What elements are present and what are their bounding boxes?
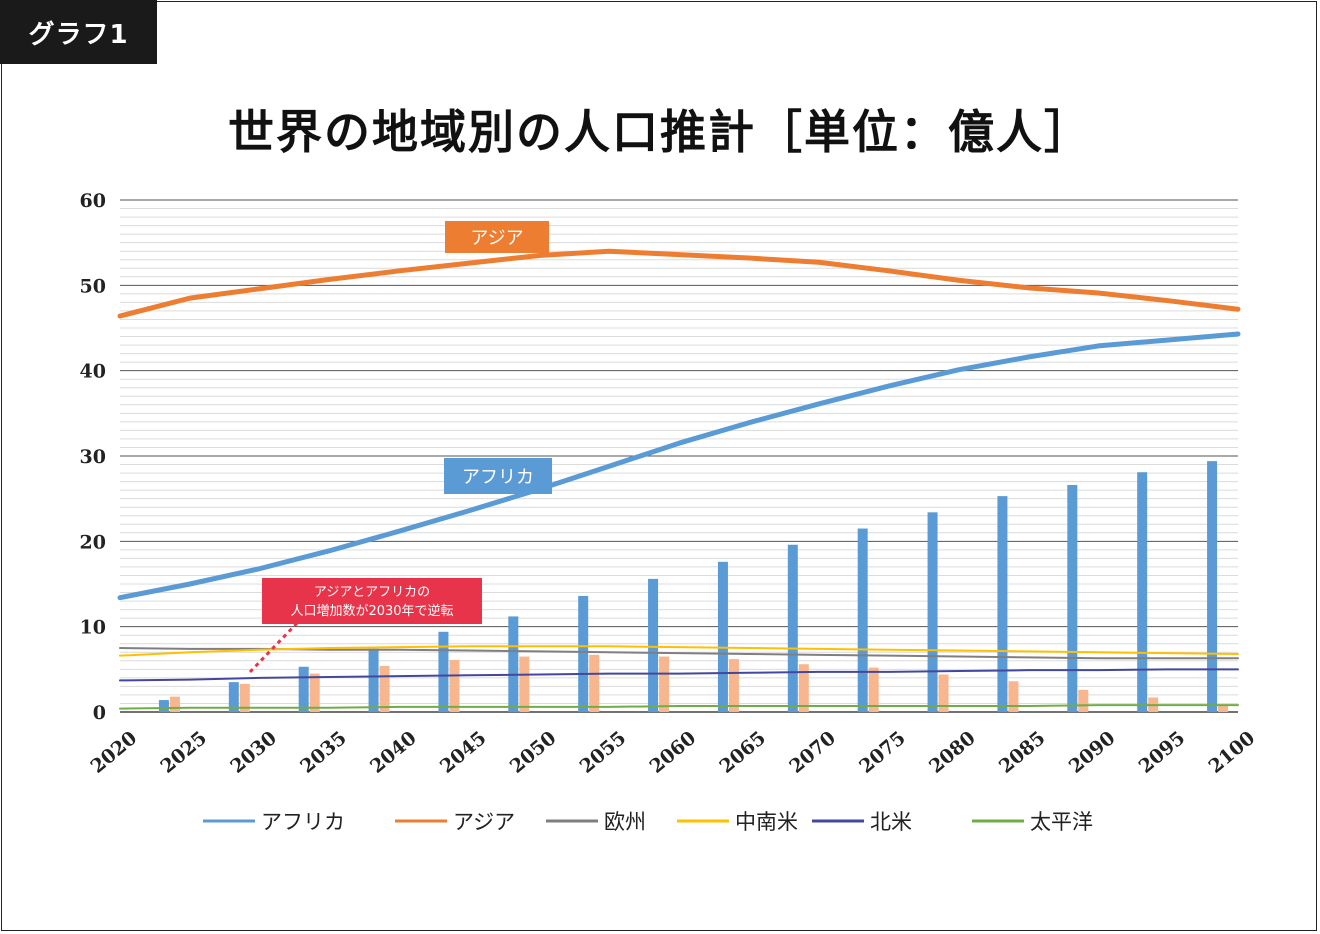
increase-bars: [158, 461, 1229, 712]
increase-bar: [717, 561, 728, 712]
increase-bar: [578, 595, 589, 712]
legend-label: アジア: [453, 810, 515, 834]
africa-label: アフリカ: [462, 467, 534, 488]
x-tick-label: 2075: [855, 727, 910, 778]
increase-bar: [508, 616, 519, 712]
increase-bar: [239, 683, 250, 712]
increase-bar: [298, 666, 309, 712]
x-tick-label: 2025: [156, 727, 211, 778]
note-line-2: 人口増加数が2030年で逆転: [290, 603, 453, 619]
series-line: [117, 331, 1241, 601]
legend-label: アフリカ: [261, 810, 345, 834]
increase-bar: [1218, 706, 1229, 712]
increase-bar: [938, 674, 949, 712]
africa-label-box: アフリカ: [444, 458, 552, 494]
increase-bar: [1137, 472, 1148, 712]
increase-bar: [728, 659, 739, 712]
increase-bar: [158, 700, 169, 712]
increase-bar: [1008, 681, 1019, 712]
series-line: [119, 704, 1239, 710]
y-tick-label: 10: [80, 617, 106, 639]
increase-bar: [169, 696, 180, 712]
chart-title: 世界の地域別の人口推計［単位：億人］: [228, 105, 1092, 159]
x-tick-label: 2030: [226, 727, 281, 778]
asia-label-box: アジア: [445, 221, 549, 253]
increase-bar: [798, 664, 809, 712]
increase-bar: [1207, 461, 1218, 712]
legend-label: 欧州: [604, 810, 646, 834]
x-tick-label: 2035: [296, 727, 351, 778]
increase-bar: [309, 673, 320, 712]
increase-bar: [648, 578, 659, 712]
increase-bar: [787, 544, 798, 712]
y-tick-label: 40: [80, 361, 106, 383]
x-tick-label: 2060: [646, 727, 701, 778]
x-tick-label: 2020: [87, 727, 142, 778]
note-box: [262, 578, 482, 624]
y-tick-label: 0: [93, 702, 106, 724]
increase-bar: [1078, 689, 1089, 712]
crossover-note: アジアとアフリカの 人口増加数が2030年で逆転: [248, 578, 482, 674]
increase-bar: [368, 648, 379, 712]
increase-bar: [1067, 485, 1078, 712]
x-tick-label: 2050: [506, 727, 561, 778]
increase-bar: [997, 496, 1008, 712]
x-tick-label: 2055: [576, 727, 631, 778]
increase-bar: [868, 667, 879, 712]
series-line: [119, 668, 1239, 682]
legend-label: 太平洋: [1030, 810, 1093, 834]
series-line: [119, 645, 1239, 657]
x-tick-label: 2085: [995, 727, 1050, 778]
x-tick-label: 2040: [366, 727, 421, 778]
increase-bar: [659, 656, 670, 712]
x-tick-label: 2045: [436, 727, 491, 778]
legend: アフリカ アジア 欧州 中南米 北米 太平洋: [203, 810, 1093, 834]
legend-label: 中南米: [735, 810, 798, 834]
increase-bar: [589, 654, 600, 712]
note-pointer: [248, 618, 302, 674]
y-axis-ticks: 0 10 20 30 40 50 60: [80, 190, 106, 724]
series-line: [117, 248, 1241, 319]
x-tick-label: 2090: [1065, 727, 1120, 778]
asia-label: アジア: [470, 228, 523, 249]
increase-bar: [438, 631, 449, 712]
x-tick-label: 2080: [925, 727, 980, 778]
increase-bar: [927, 512, 938, 712]
y-tick-label: 30: [80, 446, 106, 468]
x-tick-label: 2100: [1205, 727, 1260, 778]
series-lines: [117, 248, 1241, 710]
y-tick-label: 20: [80, 531, 106, 553]
increase-bar: [857, 528, 868, 712]
note-line-1: アジアとアフリカの: [314, 585, 430, 600]
y-tick-label: 60: [80, 190, 106, 212]
increase-bar: [449, 659, 460, 712]
x-tick-label: 2095: [1135, 727, 1190, 778]
increase-bar: [519, 656, 530, 712]
legend-label: 北米: [870, 810, 912, 834]
x-axis-ticks: 2020 2025 2030 2035 2040 2045 2050 2055 2060 2065…: [87, 727, 1260, 778]
x-tick-label: 2070: [785, 727, 840, 778]
x-tick-label: 2065: [715, 727, 770, 778]
increase-bar: [228, 682, 239, 712]
graph-number-tag: グラフ1: [0, 0, 157, 64]
y-tick-label: 50: [80, 275, 106, 297]
increase-bar: [379, 665, 390, 712]
